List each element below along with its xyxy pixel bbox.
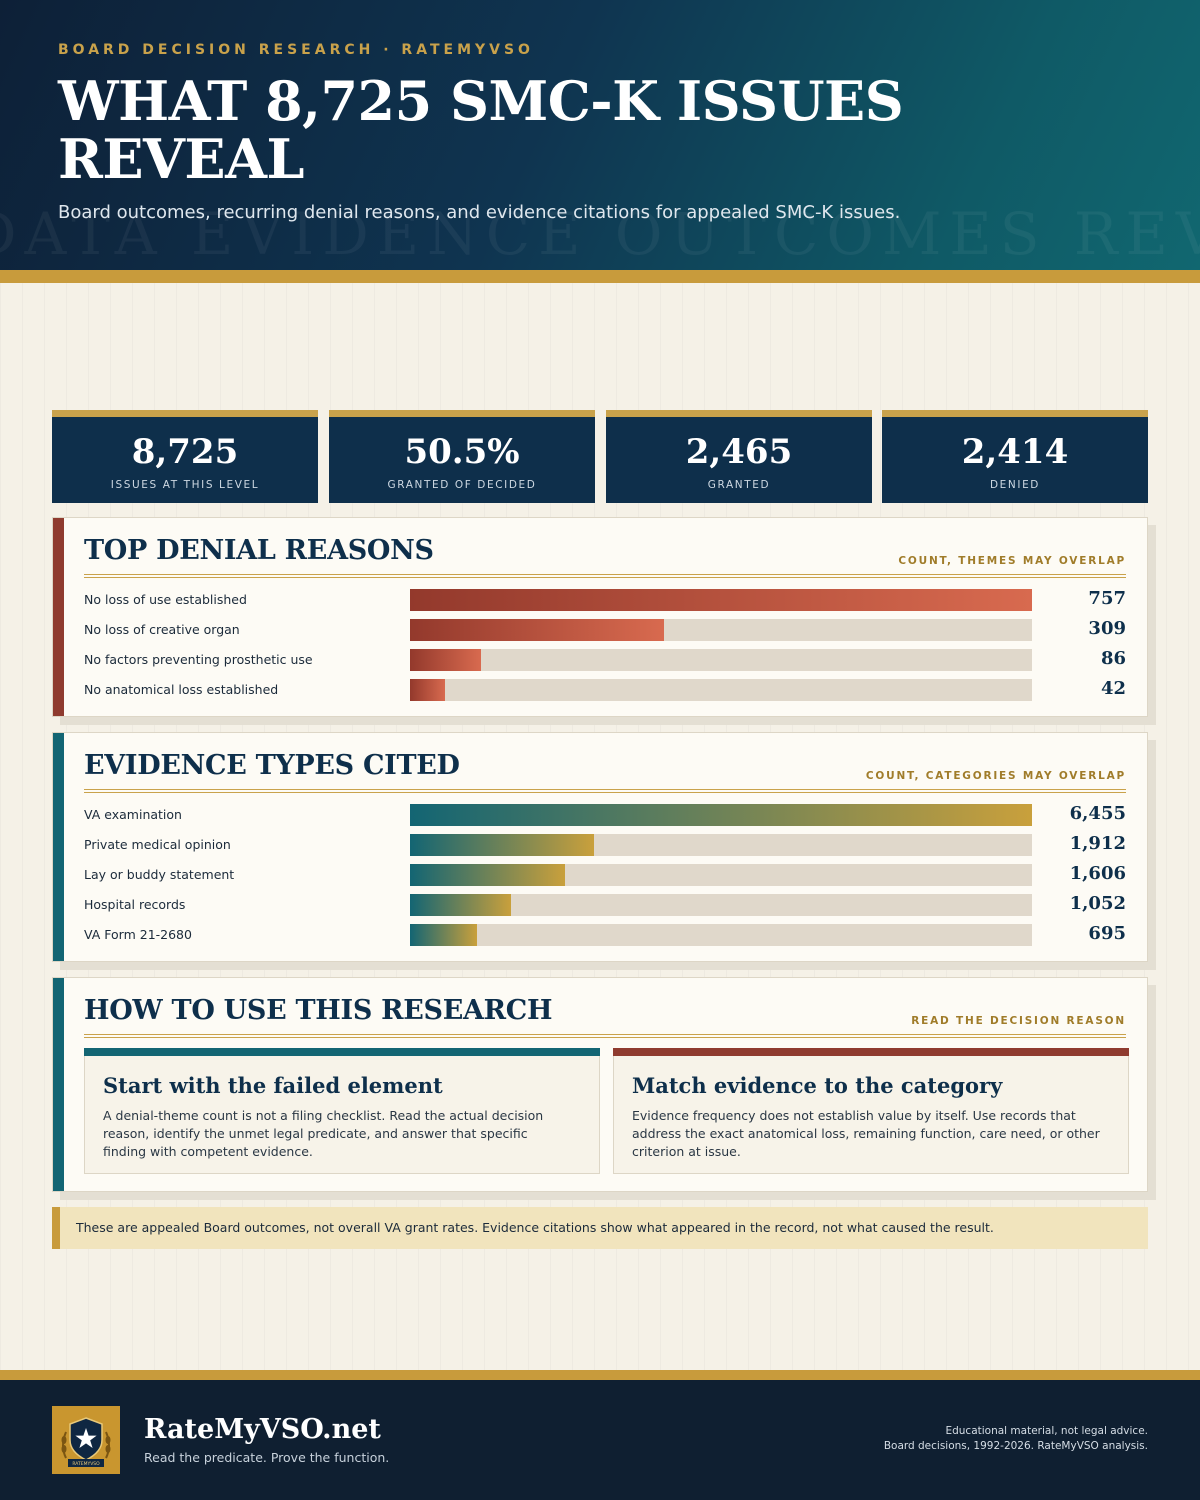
stat-card-issues: 8,725 ISSUES AT THIS LEVEL [52,410,318,503]
footer-divider [0,1370,1200,1380]
evidence-bar-track [410,894,1032,916]
shield-star-icon: RATEMYVSO [61,1417,111,1467]
evidence-bar-track [410,864,1032,886]
stat-value: 8,725 [131,432,239,472]
evidence-bar [410,804,1032,826]
evidence-bar-track [410,834,1032,856]
evidence-bar-label: Private medical opinion [84,837,231,852]
evidence-bar-label: Lay or buddy statement [84,867,235,882]
stat-label: GRANTED OF DECIDED [387,479,537,491]
logo-banner-text: RATEMYVSO [72,1461,100,1467]
denial-bar [410,619,664,641]
evidence-bar [410,834,594,856]
panel-rule [84,574,1126,578]
stat-label: ISSUES AT THIS LEVEL [110,479,260,491]
evidence-bar-value: 1,606 [1069,863,1126,884]
panel-rule [84,789,1126,793]
card-accent-bar [613,1048,1129,1056]
denial-bar-track [410,679,1032,701]
panel-accent-bar [53,978,64,1191]
header-divider [0,270,1200,283]
panel-title: TOP DENIAL REASONS [84,535,434,566]
stat-value: 50.5% [404,432,520,472]
brand-tagline: Read the predicate. Prove the function. [144,1450,390,1465]
panel-accent-bar [53,518,64,716]
evidence-bar-track [410,924,1032,946]
panel-title: HOW TO USE THIS RESEARCH [84,995,553,1026]
tip-card-match-evidence: Match evidence to the category Evidence … [613,1048,1129,1174]
denial-bar [410,679,445,701]
denial-bar [410,649,481,671]
evidence-bar-label: VA Form 21-2680 [84,927,192,942]
denial-bar [410,589,1032,611]
card-title: Match evidence to the category [632,1073,1003,1098]
panel-note: COUNT, CATEGORIES MAY OVERLAP [865,770,1126,782]
evidence-types-panel: EVIDENCE TYPES CITED COUNT, CATEGORIES M… [52,732,1148,962]
stat-label: GRANTED [707,479,771,491]
denial-bar-track [410,649,1032,671]
panel-title: EVIDENCE TYPES CITED [84,750,460,781]
evidence-bar [410,924,477,946]
eyebrow-label: BOARD DECISION RESEARCH · RATEMYVSO [58,42,534,58]
evidence-bar [410,864,565,886]
denial-reasons-panel: TOP DENIAL REASONS COUNT, THEMES MAY OVE… [52,517,1148,717]
denial-bar-label: No loss of creative organ [84,622,240,637]
evidence-bar-value: 6,455 [1069,803,1126,824]
card-body: Evidence frequency does not establish va… [632,1108,1100,1159]
stat-value: 2,414 [961,432,1069,472]
evidence-bar-value: 695 [1088,923,1126,944]
ratemyvso-logo: RATEMYVSO [52,1406,120,1474]
stat-card-grant-rate: 50.5% GRANTED OF DECIDED [329,410,595,503]
header-watermark: DATA EVIDENCE OUTCOMES REVIEW [0,200,1200,268]
stat-value: 2,465 [685,432,793,472]
footer-legal-note: Educational material, not legal advice. [945,1425,1148,1437]
disclaimer-text: These are appealed Board outcomes, not o… [76,1220,994,1235]
header-banner: DATA EVIDENCE OUTCOMES REVIEW BOARD DECI… [0,0,1200,270]
evidence-bar-label: VA examination [84,807,182,822]
evidence-bar-value: 1,912 [1069,833,1126,854]
denial-bar-value: 309 [1088,618,1126,639]
denial-bar-label: No factors preventing prosthetic use [84,652,313,667]
tip-card-failed-element: Start with the failed element A denial-t… [84,1048,600,1174]
denial-bar-track [410,619,1032,641]
how-to-panel: HOW TO USE THIS RESEARCH READ THE DECISI… [52,977,1148,1192]
denial-bar-value: 757 [1088,588,1126,609]
page-title: WHAT 8,725 SMC-K ISSUES REVEAL [58,69,904,191]
evidence-bar-track [410,804,1032,826]
disclaimer-banner: These are appealed Board outcomes, not o… [52,1207,1148,1249]
denial-bar-track [410,589,1032,611]
brand-name: RateMyVSO.net [144,1414,381,1445]
denial-bar-label: No loss of use established [84,592,247,607]
footer: RATEMYVSO RateMyVSO.net Read the predica… [0,1380,1200,1500]
evidence-bar [410,894,511,916]
footer-source-note: Board decisions, 1992-2026. RateMyVSO an… [883,1440,1148,1452]
stat-label: DENIED [990,479,1040,491]
denial-bar-value: 86 [1100,648,1126,669]
stat-card-granted: 2,465 GRANTED [606,410,872,503]
denial-bar-value: 42 [1100,678,1126,699]
panel-rule [84,1034,1126,1038]
evidence-bar-value: 1,052 [1069,893,1126,914]
panel-note: COUNT, THEMES MAY OVERLAP [898,555,1126,567]
card-title: Start with the failed element [103,1073,443,1098]
evidence-bar-label: Hospital records [84,897,186,912]
page-subtitle: Board outcomes, recurring denial reasons… [58,202,901,223]
card-accent-bar [84,1048,600,1056]
card-body: A denial-theme count is not a filing che… [103,1108,544,1159]
panel-note: READ THE DECISION REASON [911,1015,1126,1027]
panel-accent-bar [53,733,64,961]
stat-card-denied: 2,414 DENIED [882,410,1148,503]
denial-bar-label: No anatomical loss established [84,682,279,697]
